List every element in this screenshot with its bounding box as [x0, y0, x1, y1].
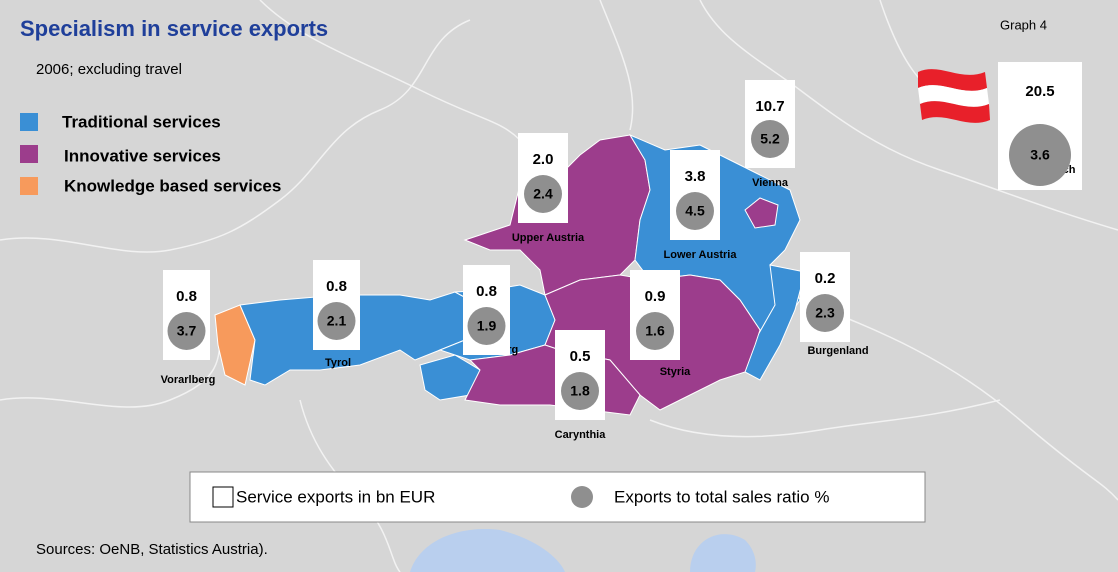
subtitle: 2006; excluding travel [36, 61, 182, 78]
ratio-value: 1.6 [645, 323, 665, 339]
export-value: 0.8 [476, 283, 497, 300]
export-value: 10.7 [755, 98, 784, 115]
region-vienna [744, 197, 779, 229]
key-label: Service exports in bn EUR [236, 487, 435, 506]
ratio-value: 3.7 [177, 323, 197, 339]
legend-swatch [20, 113, 38, 131]
export-value: 20.5 [1025, 83, 1054, 100]
ratio-value: 2.3 [815, 305, 835, 321]
legend-swatch [20, 177, 38, 195]
region-labels: Vorarlberg0.83.7Tyrol0.82.1Salzburg0.81.… [161, 62, 1082, 441]
export-value: 3.8 [685, 168, 706, 185]
ratio-circle [317, 302, 356, 340]
legend-label: Innovative services [64, 146, 221, 165]
ratio-value: 1.9 [477, 318, 497, 334]
ratio-circle [751, 120, 789, 158]
key-circle [571, 486, 593, 508]
ratio-circle [676, 192, 714, 230]
export-value: 0.9 [645, 288, 666, 305]
ratio-value: 5.2 [760, 131, 780, 147]
flag [918, 69, 990, 123]
export-value: 0.5 [570, 348, 591, 365]
key-square [212, 486, 234, 508]
key-box [189, 471, 926, 523]
region-name: Upper Austria [512, 232, 585, 244]
export-value: 2.0 [533, 151, 554, 168]
ratio-value: 2.4 [533, 186, 553, 202]
legend: Traditional services Innovative services… [20, 112, 281, 195]
ratio-circle [636, 312, 674, 350]
export-value: 0.2 [815, 270, 836, 287]
ratio-value: 1.8 [570, 383, 590, 399]
legend-label: Traditional services [62, 112, 221, 131]
ratio-value: 4.5 [685, 203, 705, 219]
ratio-circle [561, 372, 599, 410]
region-name: Burgenland [807, 345, 868, 357]
title: Specialism in service exports [20, 16, 328, 41]
lake [690, 534, 756, 572]
export-value: 0.8 [176, 288, 197, 305]
ratio-value: 2.1 [327, 313, 347, 329]
region-name: Vienna [752, 177, 789, 189]
graph-label: Graph 4 [1000, 17, 1047, 32]
legend-label: Knowledge based services [64, 176, 281, 195]
region-name: Lower Austria [664, 249, 738, 261]
lake [410, 529, 565, 572]
ratio-circle [467, 307, 506, 345]
legend-swatch [20, 145, 38, 163]
key: Service exports in bn EUR Exports to tot… [189, 471, 926, 523]
ratio-circle [1009, 124, 1071, 186]
ratio-circle [806, 294, 844, 332]
region-name: Tyrol [325, 357, 351, 369]
sources: Sources: OeNB, Statistics Austria). [36, 541, 268, 558]
export-value: 0.8 [326, 278, 347, 295]
ratio-circle [167, 312, 206, 350]
region-name: Carynthia [555, 429, 607, 441]
region-name: Vorarlberg [161, 374, 216, 386]
key-label: Exports to total sales ratio % [614, 487, 829, 506]
ratio-circle [524, 175, 562, 213]
ratio-value: 3.6 [1030, 147, 1050, 163]
region-name: Styria [660, 366, 691, 378]
